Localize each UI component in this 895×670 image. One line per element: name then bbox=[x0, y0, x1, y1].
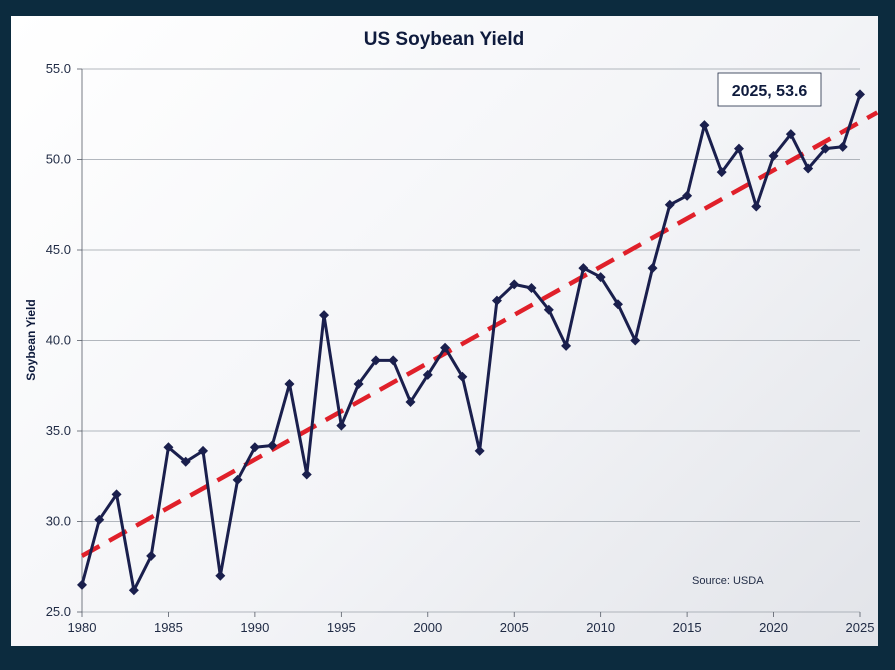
data-point-marker bbox=[664, 199, 675, 210]
data-point-marker bbox=[388, 355, 399, 366]
data-point-marker bbox=[284, 378, 295, 389]
yield-series-line bbox=[80, 93, 862, 592]
data-point-marker bbox=[751, 201, 762, 212]
callout-annotation: 2025, 53.6 bbox=[717, 72, 822, 107]
x-tick-label: 1985 bbox=[154, 620, 183, 635]
x-tick-label: 2025 bbox=[846, 620, 875, 635]
data-point-marker bbox=[128, 585, 139, 596]
marker-layer bbox=[77, 89, 865, 596]
x-tick-label: 1995 bbox=[327, 620, 356, 635]
data-point-marker bbox=[803, 163, 814, 174]
x-tick-label: 2000 bbox=[413, 620, 442, 635]
data-point-marker bbox=[578, 263, 589, 274]
data-point-marker bbox=[163, 442, 174, 453]
data-point-marker bbox=[336, 420, 347, 431]
callout-label: 2025, 53.6 bbox=[732, 83, 808, 100]
x-tick-label: 1980 bbox=[68, 620, 97, 635]
data-point-marker bbox=[820, 143, 831, 154]
data-point-marker bbox=[146, 550, 157, 561]
data-point-marker bbox=[353, 378, 364, 389]
data-point-marker bbox=[457, 371, 468, 382]
data-point-marker bbox=[612, 299, 623, 310]
x-tick-label: 2020 bbox=[759, 620, 788, 635]
y-tick-label: 45.0 bbox=[46, 242, 71, 257]
x-tick-label: 2005 bbox=[500, 620, 529, 635]
x-tick-label: 1990 bbox=[240, 620, 269, 635]
x-tick-label: 2010 bbox=[586, 620, 615, 635]
data-point-marker bbox=[215, 570, 226, 581]
x-tick-label: 2015 bbox=[673, 620, 702, 635]
chart-svg: US Soybean Yield 25.0 30.0 35.0 40.0 45.0 50.… bbox=[24, 29, 878, 635]
callout-box bbox=[717, 72, 822, 107]
data-point-marker bbox=[509, 279, 520, 290]
y-tick-label: 55.0 bbox=[46, 61, 71, 76]
data-point-marker bbox=[647, 263, 658, 274]
chart-title: US Soybean Yield bbox=[364, 29, 525, 50]
data-point-marker bbox=[699, 120, 710, 131]
data-point-marker bbox=[716, 167, 727, 178]
y-axis-label: Soybean Yield bbox=[24, 299, 38, 380]
data-point-marker bbox=[267, 440, 278, 451]
data-point-marker bbox=[785, 129, 796, 140]
data-point-marker bbox=[682, 190, 693, 201]
data-point-marker bbox=[855, 89, 865, 100]
y-tick-label: 50.0 bbox=[46, 152, 71, 167]
data-point-marker bbox=[595, 272, 606, 283]
chart-panel: US Soybean Yield 25.0 30.0 35.0 40.0 45.0 50.… bbox=[11, 16, 878, 646]
source-label: Source: USDA bbox=[692, 575, 764, 587]
data-point-marker bbox=[370, 355, 381, 366]
data-point-marker bbox=[77, 579, 87, 590]
trend-line bbox=[80, 110, 878, 558]
axis-layer: 25.0 30.0 35.0 40.0 45.0 50.0 55.0 1980 1985 1990… bbox=[46, 61, 875, 635]
data-point-marker bbox=[768, 150, 779, 161]
data-point-marker bbox=[422, 369, 433, 380]
y-tick-label: 25.0 bbox=[46, 604, 71, 619]
y-tick-label: 30.0 bbox=[46, 514, 71, 529]
data-point-marker bbox=[232, 474, 243, 485]
data-point-marker bbox=[319, 310, 330, 321]
data-point-marker bbox=[630, 335, 641, 346]
y-tick-label: 35.0 bbox=[46, 423, 71, 438]
data-point-marker bbox=[474, 445, 485, 456]
data-point-marker bbox=[94, 514, 105, 525]
data-point-marker bbox=[180, 456, 191, 467]
data-point-marker bbox=[543, 304, 554, 315]
data-point-marker bbox=[526, 283, 537, 294]
data-point-marker bbox=[198, 445, 209, 456]
data-point-marker bbox=[405, 397, 416, 408]
data-point-marker bbox=[111, 489, 122, 500]
trend-layer bbox=[80, 110, 878, 558]
series-layer bbox=[80, 93, 862, 592]
data-point-marker bbox=[440, 342, 451, 353]
data-point-marker bbox=[561, 340, 572, 351]
data-point-marker bbox=[301, 469, 312, 480]
data-point-marker bbox=[733, 143, 744, 154]
data-point-marker bbox=[837, 141, 848, 152]
data-point-marker bbox=[491, 295, 502, 306]
y-tick-label: 40.0 bbox=[46, 333, 71, 348]
data-point-marker bbox=[249, 442, 260, 453]
